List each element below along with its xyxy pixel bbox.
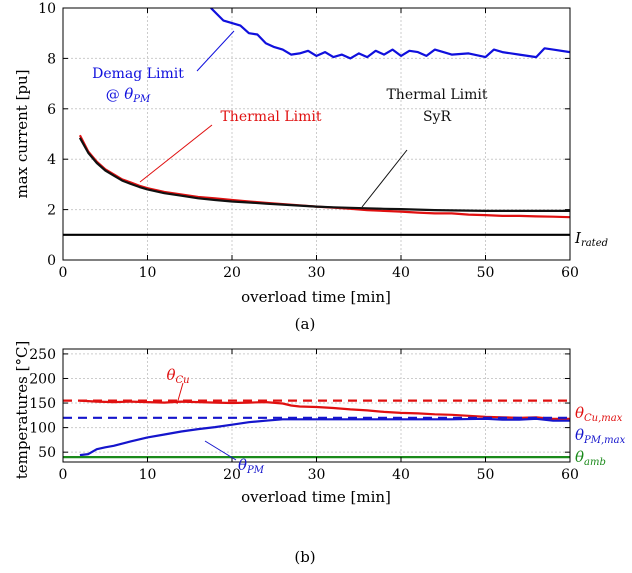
series-line-pm bbox=[79, 417, 570, 457]
thermal-leader bbox=[139, 124, 213, 183]
y-axis-label-b: temperatures [°C] bbox=[13, 341, 31, 480]
demag-annotation-line2: @ θPM bbox=[106, 85, 151, 105]
syr-annotation-line1: Thermal Limit bbox=[386, 87, 487, 103]
x-axis-label-b: overload time [min] bbox=[241, 488, 391, 506]
y-axis-label-a: max current [pu] bbox=[13, 69, 31, 198]
theta-cu-max-label: θCu,max bbox=[575, 404, 623, 424]
cu-leader bbox=[176, 382, 184, 405]
series-line-demag-limit-pm bbox=[210, 8, 570, 60]
x-tick-label: 40 bbox=[392, 265, 410, 281]
y-tick-label: 0 bbox=[47, 253, 56, 269]
ticks-b: 0 10 20 30 40 50 60 50 100 150 200 250 bbox=[29, 347, 579, 483]
x-tick-label: 20 bbox=[223, 265, 241, 281]
theta-cu-label: θCu bbox=[166, 366, 189, 386]
x-axis-label-a: overload time [min] bbox=[241, 288, 391, 306]
demag-annotation-line1: Demag Limit bbox=[92, 66, 184, 82]
y-tick-label: 4 bbox=[47, 152, 56, 168]
theta-pm-label: θPM bbox=[238, 456, 265, 476]
grid-b bbox=[63, 349, 570, 462]
x-tick-label: 30 bbox=[308, 467, 326, 483]
series-line-thermal-limit-syr bbox=[78, 137, 570, 212]
series-line-thermal-limit bbox=[78, 134, 570, 219]
x-tick-label: 40 bbox=[392, 467, 410, 483]
y-tick-label: 200 bbox=[29, 371, 56, 387]
y-tick-label: 2 bbox=[47, 203, 56, 219]
y-tick-label: 150 bbox=[29, 396, 56, 412]
x-tick-label: 0 bbox=[59, 265, 68, 281]
x-tick-label: 30 bbox=[308, 265, 326, 281]
y-tick-label: 6 bbox=[47, 102, 56, 118]
x-tick-label: 50 bbox=[477, 265, 495, 281]
panel-b: 0 10 20 30 40 50 60 50 100 150 200 250 overload tim… bbox=[13, 341, 626, 566]
theta-pm-max-label: θPM,max bbox=[575, 426, 626, 446]
x-tick-label: 60 bbox=[561, 265, 579, 281]
x-tick-label: 10 bbox=[139, 265, 157, 281]
y-tick-label: 50 bbox=[38, 445, 56, 461]
demag-leader bbox=[196, 30, 235, 72]
y-tick-label: 8 bbox=[47, 51, 56, 67]
y-tick-label: 10 bbox=[38, 1, 56, 17]
y-tick-label: 250 bbox=[29, 347, 56, 363]
syr-annotation-line2: SyR bbox=[423, 109, 452, 125]
x-tick-label: 10 bbox=[139, 467, 157, 483]
thermal-annotation: Thermal Limit bbox=[220, 109, 321, 125]
panel-a: 0 10 20 30 40 50 60 0 2 4 6 8 10 overload time [min]… bbox=[13, 1, 608, 333]
pm-leader bbox=[204, 440, 237, 461]
x-tick-label: 20 bbox=[223, 467, 241, 483]
panel-label-a: (a) bbox=[295, 315, 316, 333]
y-tick-label: 100 bbox=[29, 421, 56, 437]
ticks-a: 0 10 20 30 40 50 60 0 2 4 6 8 10 bbox=[38, 1, 579, 281]
panel-label-b: (b) bbox=[294, 548, 315, 566]
theta-amb-label: θamb bbox=[575, 448, 606, 468]
syr-leader bbox=[361, 149, 408, 208]
grid-a bbox=[63, 8, 570, 260]
x-tick-label: 50 bbox=[477, 467, 495, 483]
irated-label: Irated bbox=[574, 229, 608, 249]
x-tick-label: 0 bbox=[59, 467, 68, 483]
series-a bbox=[63, 8, 570, 236]
x-tick-label: 60 bbox=[561, 467, 579, 483]
